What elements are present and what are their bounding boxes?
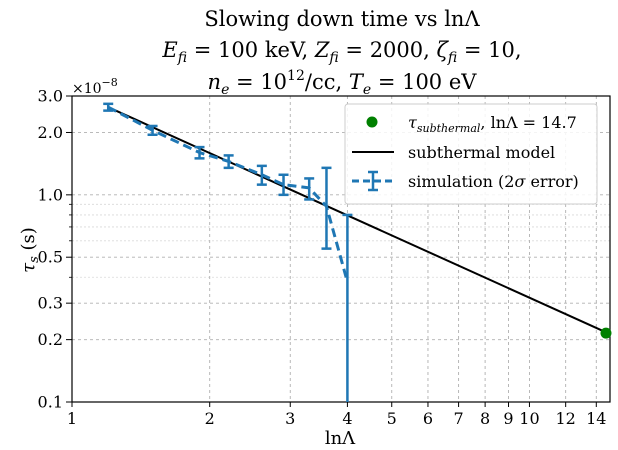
axes-frame: [71, 95, 611, 403]
legend: τsubthermal, lnΛ = 14.7 subthermal model…: [344, 103, 598, 205]
chart-title-line-1: Slowing down time vs lnΛ: [204, 7, 480, 31]
x-tick-label: 14: [586, 409, 606, 428]
y-tick-label: 0.3: [38, 294, 63, 313]
plot-frame: [71, 95, 611, 403]
series-line-simulation: [107, 105, 349, 283]
x-tick-label: 9: [503, 409, 513, 428]
series-layer: [103, 102, 612, 402]
x-tick-label: 2: [205, 409, 215, 428]
legend-box: [344, 103, 598, 205]
x-tick-label: 1: [67, 409, 77, 428]
marker-subthermal-point: [600, 327, 612, 339]
y-tick-label: 1.0: [38, 185, 63, 204]
x-tick-label: 6: [423, 409, 433, 428]
series-group: [103, 102, 607, 402]
x-tick-label: 4: [342, 409, 352, 428]
y-tick-label: 0.5: [38, 248, 63, 267]
x-tick-label: 3: [285, 409, 295, 428]
x-axis-label: lnΛ: [325, 428, 356, 449]
x-tick-label: 5: [387, 409, 397, 428]
y-tick-label: 2.0: [38, 123, 63, 142]
y-axis-label: τs (s): [18, 227, 42, 273]
series-line-subthermal-model: [107, 106, 607, 334]
x-tick-label: 10: [519, 409, 539, 428]
legend-marker-subthermal-point: [366, 116, 378, 128]
y-tick-label: 3.0: [38, 87, 63, 106]
x-tick-label: 8: [480, 409, 490, 428]
y-tick-label: 0.2: [38, 330, 63, 349]
x-tick-label: 12: [555, 409, 575, 428]
x-ticks: 1 2 3 4 5 6 7 8 9 10 12 14: [67, 402, 606, 428]
legend-label-subthermal-model: subthermal model: [408, 143, 555, 162]
chart-title-line-3: ne = 1012/cc, Te = 100 eV: [208, 68, 478, 98]
y-multiplier: ×10−8: [72, 76, 118, 97]
legend-label-simulation: simulation (2σ error): [408, 172, 579, 191]
legend-label-subthermal-point: τsubthermal, lnΛ = 14.7: [408, 113, 577, 135]
chart-title-line-2: Efi = 100 keV, Zfi = 2000, ζfi = 10,: [161, 38, 521, 66]
y-ticks: 0.1 0.2 0.3 0.5 1.0 2.0 3.0: [38, 87, 72, 412]
x-tick-label: 7: [453, 409, 463, 428]
y-tick-label: 0.1: [38, 393, 63, 412]
